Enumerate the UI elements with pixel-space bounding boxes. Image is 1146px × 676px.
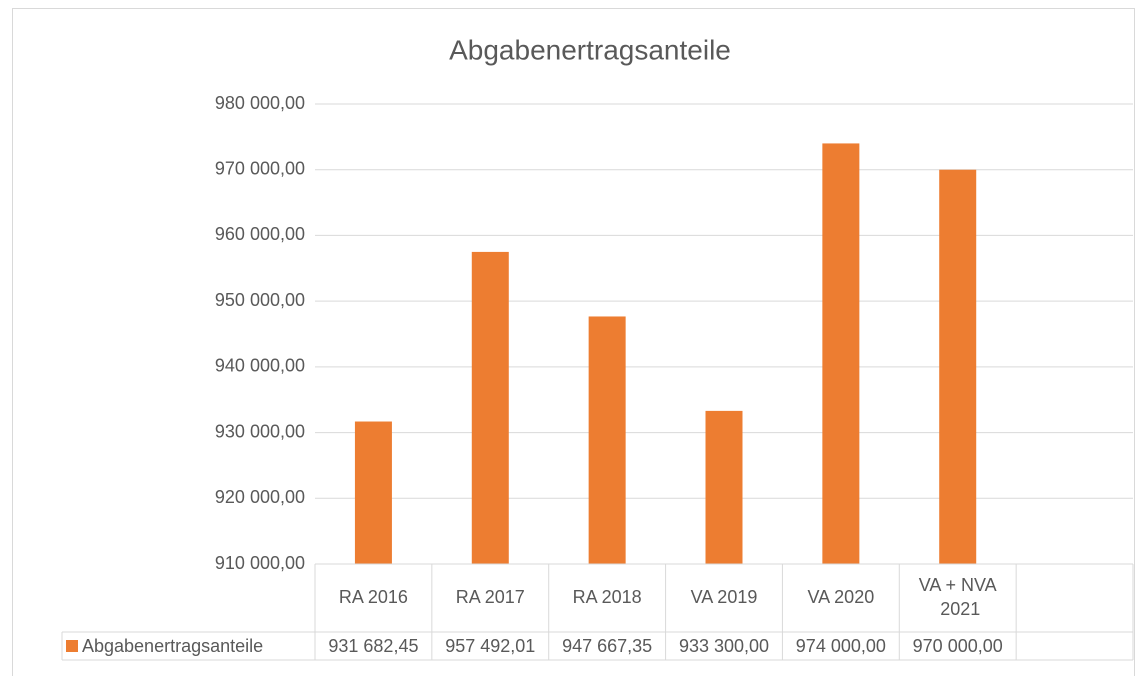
legend-label: Abgabenertragsanteile [82,636,263,656]
bar [939,169,977,564]
y-tick-label: 980 000,00 [215,93,305,113]
table-value: 970 000,00 [913,636,1003,656]
chart-title: Abgabenertragsanteile [449,34,731,65]
y-tick-label: 950 000,00 [215,290,305,310]
table-value: 933 300,00 [679,636,769,656]
bar [822,143,860,564]
x-tick-label: VA 2020 [807,587,874,607]
y-tick-label: 920 000,00 [215,487,305,507]
x-tick-label: VA + NVA 2021 [919,575,997,619]
table-value: 931 682,45 [328,636,418,656]
x-tick-label: VA 2019 [691,587,758,607]
legend-swatch [66,640,78,652]
bar [705,410,743,564]
x-tick-label: RA 2017 [456,587,525,607]
y-tick-label: 940 000,00 [215,356,305,376]
bar [354,421,392,564]
x-tick-label: RA 2018 [573,587,642,607]
table-value: 974 000,00 [796,636,886,656]
y-tick-label: 930 000,00 [215,421,305,441]
table-value: 947 667,35 [562,636,652,656]
bar [588,316,626,564]
x-tick-label: RA 2016 [339,587,408,607]
y-tick-label: 960 000,00 [215,224,305,244]
y-tick-label: 970 000,00 [215,158,305,178]
bar [471,251,509,564]
y-tick-label: 910 000,00 [215,553,305,573]
table-value: 957 492,01 [445,636,535,656]
